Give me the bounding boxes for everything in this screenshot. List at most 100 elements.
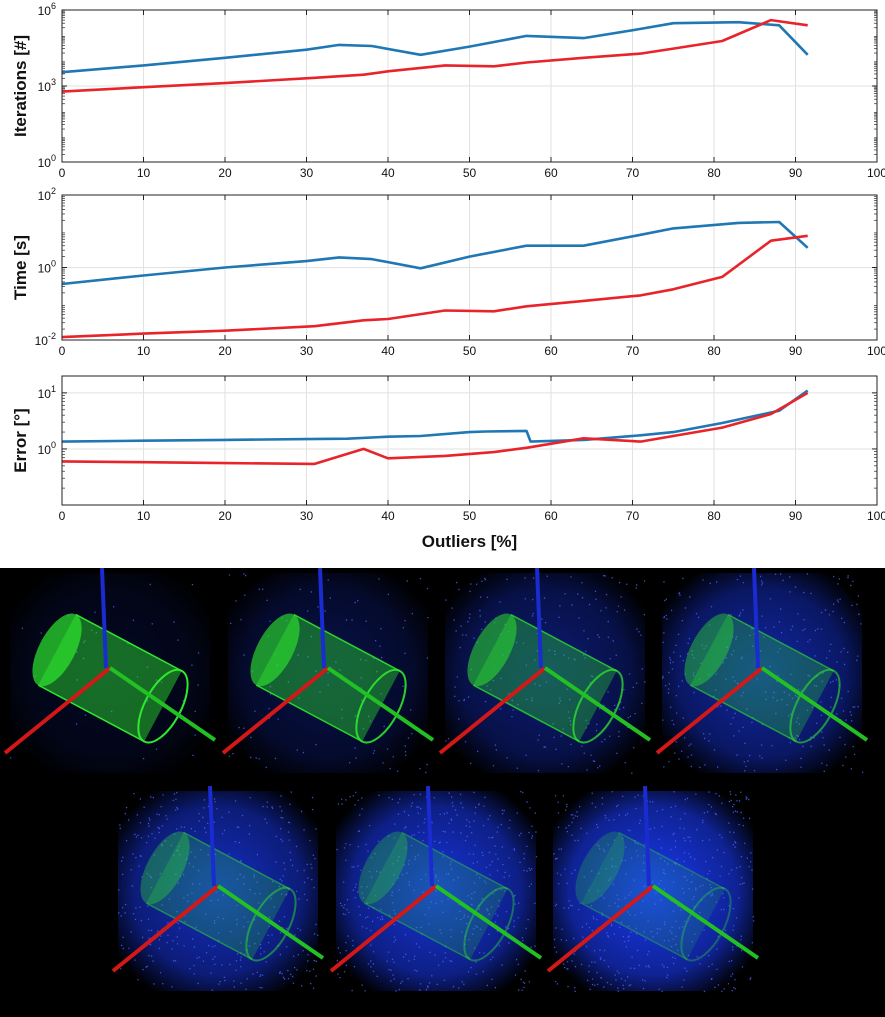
y-axis-label: Iterations [#] xyxy=(11,35,30,137)
outlier-cube xyxy=(118,791,318,991)
x-tick-label: 100 xyxy=(867,344,885,358)
axis-z xyxy=(426,785,434,887)
axis-z xyxy=(535,568,543,669)
inlier-cylinder xyxy=(684,613,841,744)
series-line-1 xyxy=(61,389,809,443)
y-tick-label: 101 xyxy=(38,384,56,401)
cylinder-end-near xyxy=(684,613,734,687)
axis-y xyxy=(651,884,760,960)
outlier-points xyxy=(662,573,864,773)
cylinder-body xyxy=(364,832,508,960)
render-panel-7 xyxy=(546,785,760,993)
axis-z xyxy=(318,568,326,669)
cylinder-end-near xyxy=(140,831,190,905)
axis-z xyxy=(100,568,108,669)
inlier-cylinder xyxy=(250,613,407,744)
x-tick-label: 0 xyxy=(59,166,66,180)
y-tick-label: 106 xyxy=(38,1,56,18)
chart-panel-1: 0 10 20 30 40 50 60 70 80 90 100 100 103 106 Iteration… xyxy=(11,1,885,180)
x-tick-label: 70 xyxy=(626,166,640,180)
x-tick-label: 100 xyxy=(867,166,885,180)
x-tick-label: 10 xyxy=(137,509,151,523)
cylinder-end-near xyxy=(575,831,625,905)
x-tick-label: 30 xyxy=(300,166,314,180)
y-tick-label: 100 xyxy=(38,259,56,276)
x-tick-label: 80 xyxy=(707,344,721,358)
render-panel-3 xyxy=(438,568,652,774)
x-tick-label: 90 xyxy=(789,509,803,523)
y-axis-label: Time [s] xyxy=(11,235,30,300)
axis-z xyxy=(752,568,760,669)
x-tick-label: 70 xyxy=(626,344,640,358)
cylinder-edge xyxy=(37,684,145,743)
x-axis-label: Outliers [%] xyxy=(422,532,517,551)
inlier-cylinder xyxy=(140,831,297,962)
axis-y xyxy=(108,666,217,742)
outlier-cube xyxy=(662,573,862,773)
axis-x xyxy=(111,884,220,973)
y-tick-label: 100 xyxy=(38,153,56,170)
series-line-2 xyxy=(61,18,808,93)
x-tick-label: 40 xyxy=(381,166,395,180)
x-tick-label: 50 xyxy=(463,166,477,180)
cylinder-edge xyxy=(727,613,835,672)
render-panel-6 xyxy=(329,785,543,992)
x-tick-label: 20 xyxy=(218,509,232,523)
cylinder-end-near xyxy=(32,613,82,687)
cylinder-edge xyxy=(472,684,580,743)
y-tick-label: 100 xyxy=(38,440,56,457)
render-panel-4 xyxy=(655,568,869,773)
x-tick-label: 80 xyxy=(707,166,721,180)
x-tick-label: 30 xyxy=(300,344,314,358)
axis-y xyxy=(216,884,325,960)
outlier-cube xyxy=(553,791,753,991)
cylinder-edge xyxy=(255,684,363,743)
series-line-1 xyxy=(61,220,809,286)
x-tick-label: 60 xyxy=(544,509,558,523)
axis-y xyxy=(326,666,435,742)
x-tick-label: 30 xyxy=(300,509,314,523)
x-tick-label: 100 xyxy=(867,509,885,523)
render-panel-5 xyxy=(111,785,325,991)
x-tick-label: 70 xyxy=(626,509,640,523)
axis-z xyxy=(208,785,216,887)
x-tick-label: 80 xyxy=(707,509,721,523)
axis-y xyxy=(543,666,652,742)
x-tick-label: 10 xyxy=(137,166,151,180)
inlier-cylinder xyxy=(575,831,732,962)
y-tick-label: 10-2 xyxy=(35,331,56,348)
cylinder-edge xyxy=(618,831,726,890)
x-tick-label: 0 xyxy=(59,509,66,523)
render-panel-1 xyxy=(3,568,217,773)
axis-y xyxy=(434,884,543,960)
series-line-1 xyxy=(61,20,809,74)
axis-x xyxy=(3,666,112,755)
chart-panel-3: 0 10 20 30 40 50 60 70 80 90 100 100 101 Error [°] Out… xyxy=(11,375,885,551)
axis-x xyxy=(329,884,438,973)
axes-box xyxy=(61,375,878,506)
x-tick-label: 40 xyxy=(381,344,395,358)
cylinder-end-near xyxy=(467,613,517,687)
x-tick-label: 90 xyxy=(789,166,803,180)
x-tick-label: 10 xyxy=(137,344,151,358)
cylinder-end-near xyxy=(358,831,408,905)
x-tick-label: 20 xyxy=(218,166,232,180)
cylinder-edge xyxy=(145,902,253,961)
axis-x xyxy=(221,666,330,755)
chart-panel-2: 0 10 20 30 40 50 60 70 80 90 100 10-2 100 102 Time [s] xyxy=(11,186,885,358)
axis-x xyxy=(438,666,547,755)
cylinder-edge xyxy=(183,831,291,890)
series-line-2 xyxy=(61,234,808,339)
cylinder-body xyxy=(146,832,290,960)
outlier-points xyxy=(228,573,429,774)
cylinder-edge xyxy=(689,684,797,743)
y-tick-label: 102 xyxy=(38,186,56,203)
axis-x xyxy=(546,884,655,973)
axis-x xyxy=(655,666,764,755)
render-panel-2 xyxy=(221,568,435,774)
axis-y xyxy=(760,666,869,742)
x-tick-label: 90 xyxy=(789,344,803,358)
x-tick-label: 40 xyxy=(381,509,395,523)
cylinder-edge xyxy=(75,613,183,672)
cylinder-edge xyxy=(401,831,509,890)
